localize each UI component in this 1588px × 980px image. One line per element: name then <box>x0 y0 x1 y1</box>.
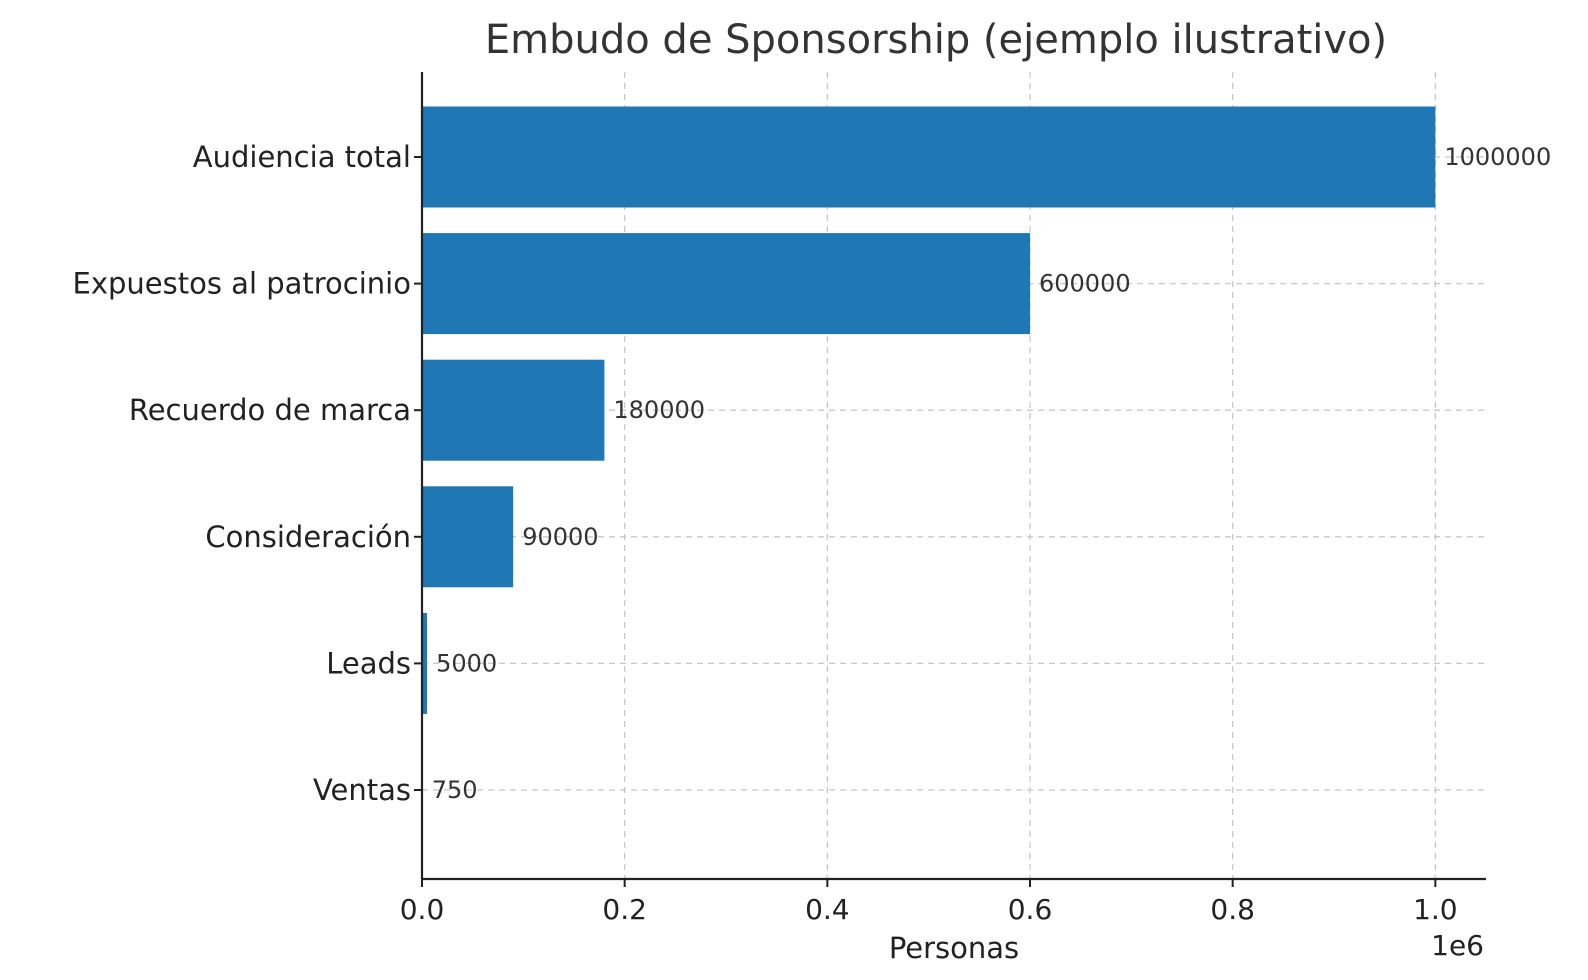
category-label: Ventas <box>313 773 411 807</box>
x-tick-label: 0.2 <box>602 893 647 926</box>
x-tick-label: 0.0 <box>400 893 445 926</box>
category-label: Expuestos al patrocinio <box>73 267 411 301</box>
category-label: Leads <box>326 646 411 680</box>
category-label: Recuerdo de marca <box>129 393 411 427</box>
bar <box>422 106 1436 208</box>
value-label: 1000000 <box>1444 143 1551 171</box>
category-label: Audiencia total <box>193 140 411 174</box>
value-label: 180000 <box>613 396 705 424</box>
value-label: 5000 <box>436 649 497 677</box>
bar <box>422 612 428 714</box>
labels-layer: Audiencia total 1000000 Expuestos al patro… <box>73 140 1552 807</box>
value-label: 90000 <box>522 523 598 551</box>
bar <box>422 486 514 588</box>
value-label: 600000 <box>1039 270 1131 298</box>
x-tick-label: 0.6 <box>1008 893 1053 926</box>
x-tick-label: 1.0 <box>1413 893 1458 926</box>
bars-layer <box>422 106 1436 841</box>
category-label: Consideración <box>205 520 411 554</box>
x-axis-offset-label: 1e6 <box>1431 929 1484 962</box>
axes-layer <box>420 72 1486 881</box>
x-tick-label: 0.8 <box>1210 893 1255 926</box>
x-axis-label: Personas <box>889 931 1019 965</box>
x-tick-label: 0.4 <box>805 893 850 926</box>
ticks-layer: 0.0 0.2 0.4 0.6 0.8 1.0 <box>400 156 1458 926</box>
value-label: 750 <box>432 776 478 804</box>
bar <box>422 359 605 461</box>
bar <box>422 233 1030 335</box>
chart-title: Embudo de Sponsorship (ejemplo ilustrati… <box>485 17 1387 63</box>
